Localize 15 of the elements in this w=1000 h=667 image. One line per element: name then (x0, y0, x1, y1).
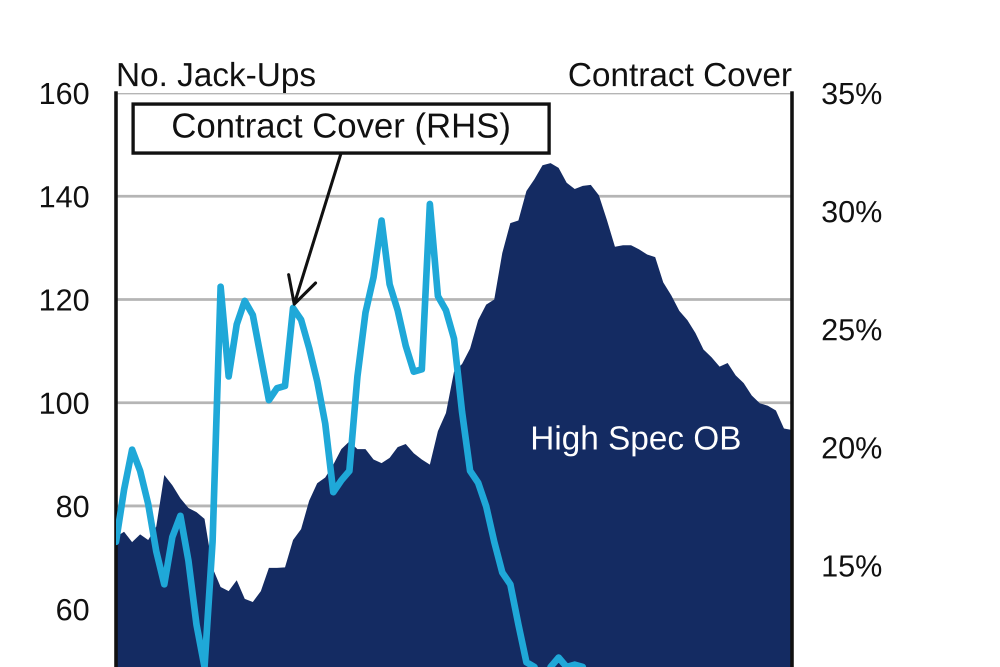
series-label: High Spec OB (532, 425, 740, 456)
y2-tick-label: 20% (822, 437, 882, 459)
y-tick-label: 120 (40, 289, 88, 311)
y2-tick-label: 25% (822, 318, 882, 341)
text: Contract Cover (RHS) (173, 112, 509, 145)
y-tick-label: 140 (40, 186, 88, 208)
y-tick-label: 60 (57, 598, 88, 621)
y-axis-title: No. Jack-Ups (118, 62, 315, 93)
y2-tick-label: 15% (823, 555, 882, 577)
y-tick-label: 160 (40, 82, 88, 104)
y2-tick-label: 30% (822, 200, 882, 222)
y-tick-label: 100 (40, 392, 88, 414)
y2-tick-label: 35% (822, 82, 882, 104)
y-tick-label: 80 (56, 496, 88, 518)
y2-axis-title: Contract Cover (570, 62, 792, 86)
